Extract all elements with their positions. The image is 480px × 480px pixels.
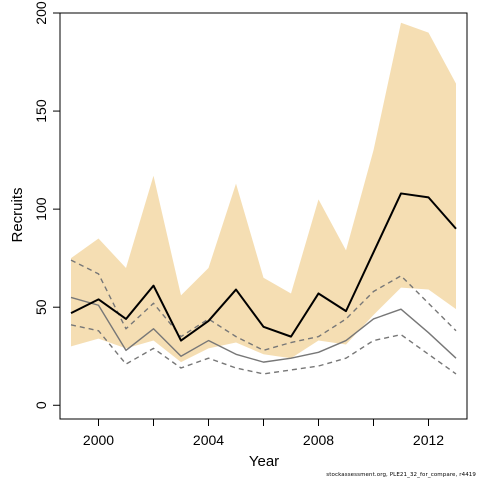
- y-axis-title: Recruits: [9, 187, 26, 242]
- estimate-line: [70, 192, 457, 342]
- axes: 2000 2004 2008 2012 0 50 100 150 200: [33, 1, 468, 448]
- y-tick-label: 100: [33, 197, 49, 221]
- plot-area: [70, 22, 457, 375]
- x-tick-label: 2012: [413, 432, 444, 448]
- comparison-lower-line: [70, 324, 457, 375]
- y-tick-label: 0: [33, 401, 49, 409]
- comparison-line: [70, 296, 457, 363]
- comparison-upper-line: [70, 259, 457, 352]
- footer-credit: stockassessment.org, PLE21_32_for_compar…: [326, 472, 476, 478]
- y-tick-label: 50: [33, 299, 49, 315]
- confidence-band: [71, 22, 456, 363]
- y-tick-label: 150: [33, 99, 49, 123]
- y-tick-label: 200: [33, 1, 49, 25]
- x-tick-label: 2000: [83, 432, 114, 448]
- x-tick-label: 2004: [193, 432, 224, 448]
- x-axis-title: Year: [249, 453, 279, 470]
- x-tick-label: 2008: [303, 432, 334, 448]
